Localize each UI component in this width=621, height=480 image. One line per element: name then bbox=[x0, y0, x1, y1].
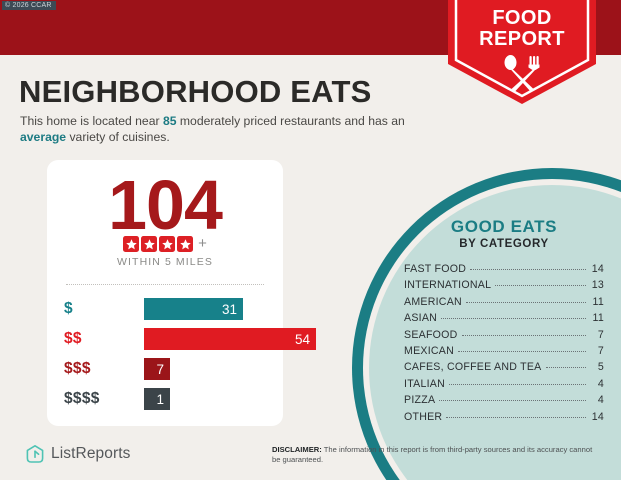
leader-dots bbox=[439, 400, 586, 402]
price-level-label: $ bbox=[64, 300, 73, 317]
badge-label: FOOD REPORT bbox=[448, 8, 596, 50]
price-bar-value: 54 bbox=[294, 331, 310, 347]
food-report-badge: FOOD REPORT bbox=[448, 0, 596, 106]
price-level-label: $$$ bbox=[64, 360, 91, 377]
page-title: NEIGHBORHOOD EATS bbox=[19, 74, 372, 109]
subtitle-text-1: This home is located near bbox=[20, 114, 163, 128]
category-name: MEXICAN bbox=[404, 344, 455, 357]
good-eats-row: AMERICAN 11 bbox=[404, 296, 604, 312]
badge-line-1: FOOD bbox=[492, 7, 552, 29]
price-bar-value: 31 bbox=[221, 301, 237, 317]
subtitle-text-3: variety of cuisines. bbox=[66, 130, 170, 144]
category-count: 7 bbox=[597, 344, 604, 357]
price-bar: 54 bbox=[144, 328, 316, 350]
listreports-logo[interactable]: ListReports bbox=[25, 444, 131, 464]
category-count: 14 bbox=[591, 263, 604, 275]
category-name: PIZZA bbox=[404, 394, 436, 407]
good-eats-row: PIZZA 4 bbox=[404, 394, 604, 410]
listreports-house-icon bbox=[25, 444, 45, 464]
leader-dots bbox=[545, 367, 586, 369]
good-eats-title: GOOD EATS bbox=[450, 217, 558, 236]
page-subtitle: This home is located near 85 moderately … bbox=[20, 113, 440, 145]
category-count: 11 bbox=[592, 312, 604, 325]
price-bar: 7 bbox=[144, 358, 170, 380]
good-eats-row: CAFES, COFFEE AND TEA 5 bbox=[404, 361, 604, 377]
leader-dots bbox=[449, 383, 586, 385]
spoon-fork-icon bbox=[498, 54, 546, 92]
badge-line-2: REPORT bbox=[479, 28, 565, 50]
leader-dots bbox=[495, 285, 586, 287]
price-bar-row: $$$$ 1 bbox=[47, 384, 283, 414]
card-divider bbox=[66, 284, 264, 285]
price-bar-row: $$ 54 bbox=[47, 324, 316, 354]
price-bar: 1 bbox=[144, 388, 170, 410]
footer: ListReports DISCLAIMER: The information … bbox=[0, 436, 621, 480]
price-level-label: $$$$ bbox=[64, 390, 100, 407]
category-name: INTERNATIONAL bbox=[404, 279, 492, 292]
price-bar-value: 1 bbox=[156, 391, 164, 407]
good-eats-row: MEXICAN 7 bbox=[404, 345, 604, 361]
category-count: 4 bbox=[597, 377, 604, 390]
good-eats-row: FAST FOOD 14 bbox=[404, 263, 604, 279]
good-eats-row: ITALIAN 4 bbox=[404, 378, 604, 394]
category-name: OTHER bbox=[404, 410, 443, 423]
category-name: ASIAN bbox=[404, 312, 438, 325]
disclaimer: DISCLAIMER: The information in this repo… bbox=[272, 445, 594, 466]
category-count: 14 bbox=[591, 410, 604, 423]
price-level-bar-chart: $31 $$ 54 $$$ 7 $$$$ 1 bbox=[47, 294, 316, 414]
category-count: 7 bbox=[597, 328, 604, 341]
restaurant-score-card: 104 + WITHIN 5 MILES $31 $$ 54 $$$ 7 $$$$ 1 bbox=[47, 160, 316, 426]
category-count: 4 bbox=[597, 394, 604, 407]
good-eats-list: FAST FOOD 14 INTERNATIONAL 13 AMERICAN 11 ASIA… bbox=[404, 263, 604, 427]
star-icon bbox=[159, 236, 176, 252]
star-rating: + bbox=[47, 236, 283, 252]
category-name: AMERICAN bbox=[404, 295, 462, 308]
good-eats-row: INTERNATIONAL 13 bbox=[404, 279, 604, 295]
within-radius-label: WITHIN 5 MILES bbox=[117, 256, 213, 268]
star-icon bbox=[177, 236, 194, 252]
category-name: SEAFOOD bbox=[404, 328, 458, 341]
restaurant-count: 104 bbox=[108, 166, 223, 244]
leader-dots bbox=[465, 301, 586, 303]
subtitle-restaurant-count: 85 bbox=[162, 114, 177, 128]
leader-dots bbox=[446, 416, 586, 418]
star-icon bbox=[141, 236, 158, 252]
disclaimer-label: DISCLAIMER: bbox=[272, 445, 322, 454]
category-name: ITALIAN bbox=[404, 377, 445, 390]
price-bar-row: $31 bbox=[47, 294, 283, 324]
leader-dots bbox=[441, 318, 586, 320]
subtitle-text-2: moderately priced restaurants and has an bbox=[176, 114, 405, 128]
star-plus-label: + bbox=[198, 235, 207, 252]
price-bar: 31 bbox=[144, 298, 243, 320]
leader-dots bbox=[458, 350, 586, 352]
leader-dots bbox=[461, 334, 586, 336]
category-count: 5 bbox=[597, 361, 604, 374]
star-icon bbox=[123, 236, 140, 252]
listreports-wordmark: ListReports bbox=[51, 445, 131, 462]
category-count: 13 bbox=[591, 279, 604, 292]
good-eats-row: ASIAN 11 bbox=[404, 312, 604, 328]
good-eats-subtitle: BY CATEGORY bbox=[459, 238, 549, 250]
copyright-notice: © 2026 CCAR bbox=[2, 1, 56, 10]
subtitle-variety-value: average bbox=[20, 130, 67, 144]
leader-dots bbox=[470, 269, 586, 270]
disclaimer-text: The information in this report is from t… bbox=[272, 445, 593, 465]
price-level-label: $$ bbox=[64, 330, 82, 347]
category-name: FAST FOOD bbox=[404, 263, 467, 275]
good-eats-panel: GOOD EATS BY CATEGORY FAST FOOD 14 INTERNA… bbox=[404, 217, 604, 427]
good-eats-row: OTHER 14 bbox=[404, 411, 604, 427]
price-bar-value: 7 bbox=[156, 361, 164, 377]
price-bar-row: $$$ 7 bbox=[47, 354, 283, 384]
category-count: 11 bbox=[592, 295, 604, 308]
good-eats-row: SEAFOOD 7 bbox=[404, 329, 604, 345]
category-name: CAFES, COFFEE AND TEA bbox=[404, 361, 542, 374]
